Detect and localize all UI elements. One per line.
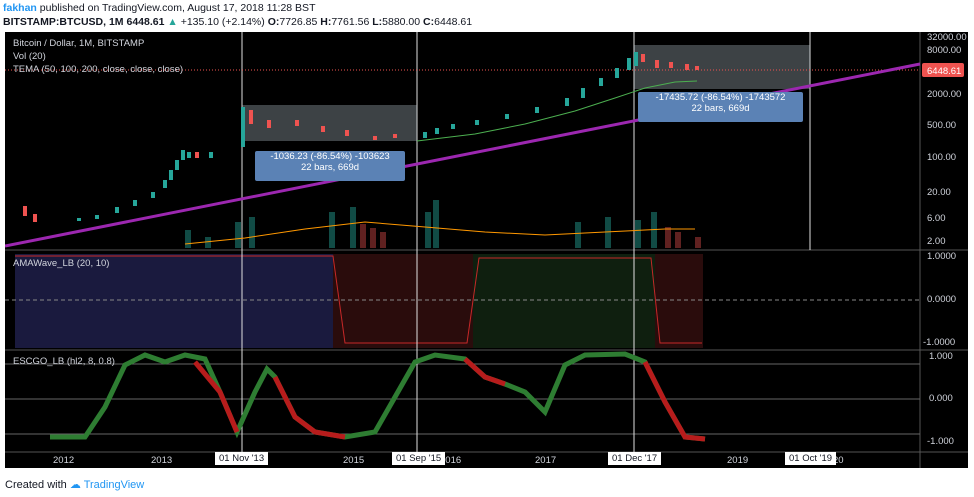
ama-wave-line [15, 255, 702, 344]
price-badge: 6448.61 [927, 66, 962, 77]
symbol-label: BITSTAMP:BTCUSD, 1M [3, 16, 124, 28]
main-title: Bitcoin / Dollar, 1M, BITSTAMP [13, 38, 145, 49]
close-value: 6448.61 [434, 16, 473, 28]
ytick: 2.00 [927, 236, 946, 247]
amawave-title: AMAWave_LB (20, 10) [13, 258, 110, 269]
publish-info: published on TradingView.com, August 17,… [36, 2, 316, 14]
change-arrow-icon: ▲ [167, 16, 178, 28]
measure1-values: -1036.23 (-86.54%) -103623 [270, 151, 390, 162]
ytick: 32000.00 [927, 32, 967, 43]
xtick: 2012 [53, 455, 75, 466]
created-with-label: Created with [5, 479, 67, 491]
chart-svg[interactable] [5, 32, 968, 468]
candles-bull [77, 52, 638, 221]
xtick: 2015 [343, 455, 365, 466]
measure2-bars: 22 bars, 669d [691, 103, 750, 114]
measure-tooltip-1: -1036.23 (-86.54%) -103623 22 bars, 669d [255, 151, 405, 181]
last-price: 6448.61 [126, 16, 165, 28]
volume-ma-line [184, 221, 695, 245]
main-pane[interactable] [5, 32, 920, 248]
xaxis-highlight: 01 Oct '19 [785, 452, 837, 465]
measure2-values: -17435.72 (-86.54%) -1743572 [655, 92, 786, 103]
chart-area[interactable]: Bitcoin / Dollar, 1M, BITSTAMP Vol (20) … [5, 32, 968, 468]
price-change: +135.10 (+2.14%) [180, 16, 265, 28]
ama-region-red-2 [655, 254, 703, 348]
measure-box-2[interactable] [634, 45, 810, 89]
xaxis-highlight: 01 Sep '15 [392, 452, 446, 465]
escgo-wave [50, 351, 706, 442]
high-label: H: [320, 16, 332, 28]
escgo-title: ESCGO_LB (hl2, 8, 0.8) [13, 356, 115, 367]
ytick: 6.00 [927, 213, 946, 224]
low-value: 5880.00 [382, 16, 421, 28]
ama-ytick: -1.0000 [923, 337, 956, 348]
chart-header: fakhan published on TradingView.com, Aug… [0, 0, 974, 30]
measure-tooltip-2: -17435.72 (-86.54%) -1743572 22 bars, 66… [638, 92, 803, 122]
ytick: 8000.00 [927, 45, 962, 56]
escgo-wave-bear [193, 360, 240, 433]
ama-region-green [473, 254, 655, 348]
escgo-ytick: -1.000 [927, 436, 954, 447]
measure-box-1[interactable] [242, 105, 417, 141]
price-badge-bg [922, 63, 964, 77]
close-label: C: [423, 16, 435, 28]
ama-region-red [333, 254, 473, 348]
tradingview-link[interactable]: TradingView [83, 479, 145, 491]
tema-label: TEMA (50, 100, 200, close, close, close) [13, 64, 184, 75]
open-label: O: [267, 16, 280, 28]
xaxis-highlight: 01 Dec '17 [608, 452, 662, 465]
escgo-wave-bear [463, 357, 506, 387]
escgo-wave-bear [272, 375, 346, 440]
escgo-ytick: 1.000 [929, 351, 953, 362]
ama-ytick: 0.0000 [927, 294, 957, 305]
xtick: 2019 [727, 455, 749, 466]
ytick: 500.00 [927, 120, 957, 131]
escgo-ytick: 0.000 [929, 393, 953, 404]
xaxis-highlight: 01 Nov '13 [215, 452, 269, 465]
xtick: 2016 [440, 455, 462, 466]
low-label: L: [372, 16, 383, 28]
high-value: 7761.56 [331, 16, 370, 28]
ohlc-line: BITSTAMP:BTCUSD, 1M 6448.61 ▲ +135.10 (+… [3, 16, 472, 28]
xtick: 20 [833, 455, 844, 466]
ama-region-blue [15, 254, 333, 348]
candles-bear [23, 54, 699, 222]
publish-line: fakhan published on TradingView.com, Aug… [3, 2, 315, 14]
tradingview-logo-icon: ☁ [69, 479, 81, 491]
ama-ytick: 1.0000 [927, 251, 957, 262]
escgo-wave-bear [642, 360, 706, 442]
volume-bars-bear [360, 224, 701, 248]
author-link[interactable]: fakhan [3, 2, 37, 14]
measure1-bars: 22 bars, 669d [300, 162, 360, 173]
xtick: 2017 [535, 455, 557, 466]
ytick: 2000.00 [927, 89, 962, 100]
xtick: 2013 [151, 455, 173, 466]
tema-line [416, 80, 698, 142]
open-value: 7726.85 [279, 16, 318, 28]
footer: Created with ☁ TradingView [5, 478, 144, 491]
ytick: 20.00 [927, 187, 951, 198]
ytick: 100.00 [927, 152, 957, 163]
vol-label: Vol (20) [13, 51, 46, 62]
